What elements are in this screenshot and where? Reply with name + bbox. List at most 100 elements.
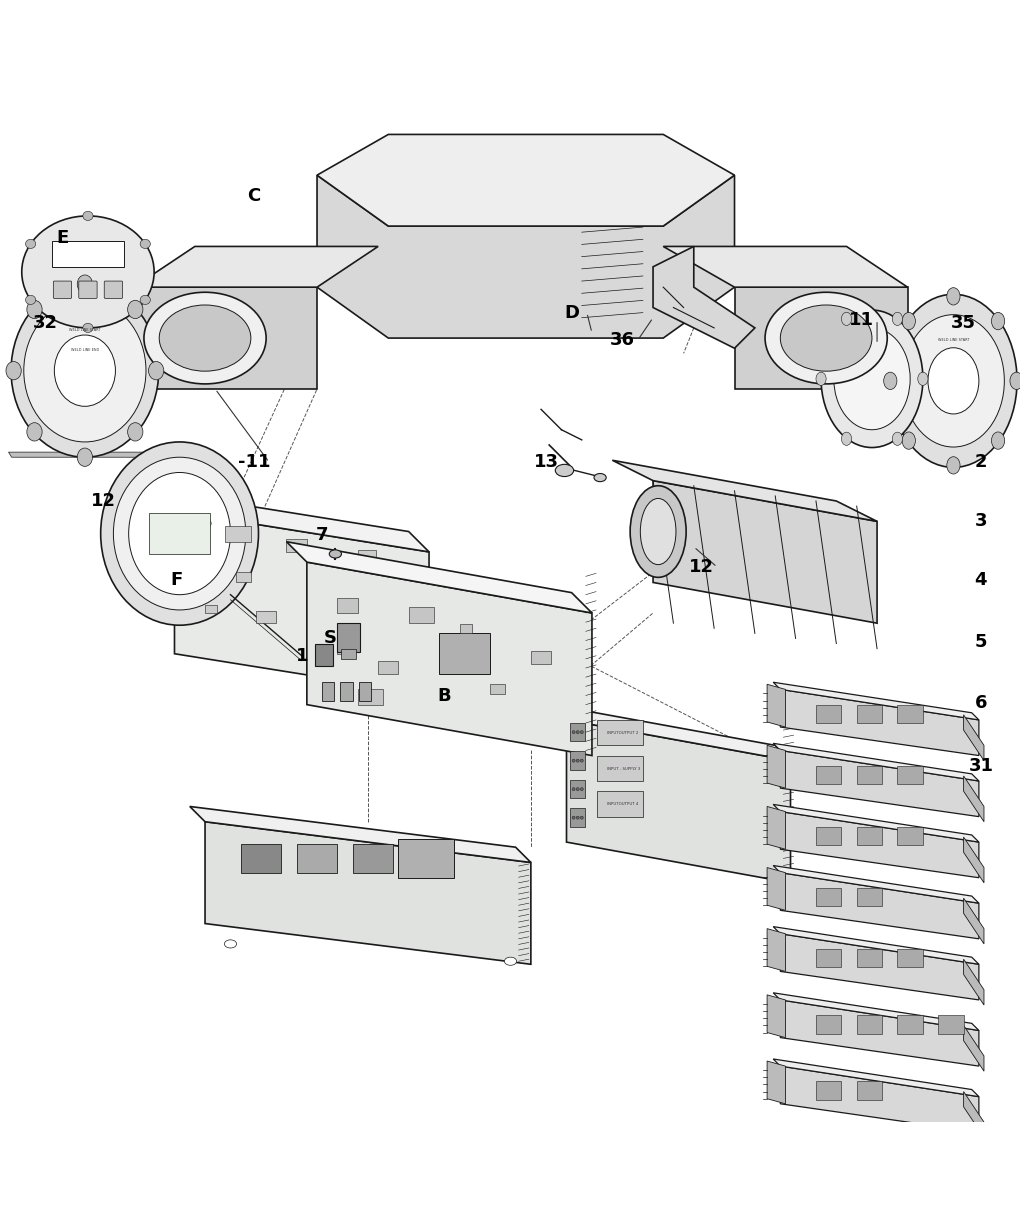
Ellipse shape: [101, 441, 258, 625]
FancyBboxPatch shape: [205, 604, 217, 613]
Ellipse shape: [54, 335, 115, 406]
FancyBboxPatch shape: [439, 634, 490, 674]
Ellipse shape: [83, 324, 93, 332]
Text: S: S: [324, 629, 337, 647]
Text: 3: 3: [975, 512, 987, 531]
Ellipse shape: [26, 295, 36, 304]
Ellipse shape: [946, 288, 960, 305]
Ellipse shape: [11, 284, 158, 457]
Text: WELD LINE START: WELD LINE START: [937, 338, 969, 342]
Text: 13: 13: [534, 454, 558, 471]
Ellipse shape: [78, 447, 93, 466]
Ellipse shape: [199, 519, 211, 528]
Polygon shape: [964, 715, 984, 760]
Polygon shape: [773, 682, 979, 720]
Text: E: E: [56, 229, 68, 248]
Polygon shape: [773, 1059, 979, 1096]
FancyBboxPatch shape: [816, 1081, 841, 1100]
Polygon shape: [780, 812, 979, 878]
Polygon shape: [134, 287, 318, 389]
FancyBboxPatch shape: [857, 1015, 882, 1034]
FancyBboxPatch shape: [241, 845, 282, 873]
Ellipse shape: [903, 432, 916, 449]
Text: B: B: [438, 688, 451, 705]
FancyBboxPatch shape: [226, 526, 251, 542]
Polygon shape: [964, 1025, 984, 1072]
FancyBboxPatch shape: [857, 888, 882, 906]
Ellipse shape: [594, 473, 606, 482]
Ellipse shape: [841, 432, 852, 445]
FancyBboxPatch shape: [256, 611, 277, 623]
FancyBboxPatch shape: [340, 682, 352, 700]
Polygon shape: [780, 689, 979, 755]
Polygon shape: [767, 994, 785, 1037]
Polygon shape: [773, 993, 979, 1031]
FancyBboxPatch shape: [337, 644, 352, 653]
FancyBboxPatch shape: [398, 839, 454, 878]
Ellipse shape: [576, 817, 579, 819]
Text: 4: 4: [975, 571, 987, 590]
Ellipse shape: [580, 759, 583, 763]
Polygon shape: [767, 745, 785, 788]
FancyBboxPatch shape: [297, 845, 337, 873]
Text: INPUT - SUPPLY 3: INPUT - SUPPLY 3: [607, 766, 640, 771]
Ellipse shape: [576, 787, 579, 791]
Ellipse shape: [1010, 373, 1021, 390]
Ellipse shape: [572, 787, 575, 791]
FancyBboxPatch shape: [570, 780, 585, 798]
Polygon shape: [780, 1000, 979, 1067]
FancyBboxPatch shape: [897, 949, 923, 967]
Polygon shape: [134, 246, 378, 287]
Ellipse shape: [946, 457, 960, 474]
FancyBboxPatch shape: [531, 651, 551, 664]
Text: INPUTOUTPUT 4: INPUTOUTPUT 4: [607, 803, 638, 807]
FancyBboxPatch shape: [897, 705, 923, 723]
FancyBboxPatch shape: [236, 573, 251, 582]
Ellipse shape: [27, 423, 42, 441]
Ellipse shape: [928, 348, 979, 414]
FancyBboxPatch shape: [897, 1015, 923, 1034]
FancyBboxPatch shape: [857, 826, 882, 845]
Polygon shape: [664, 246, 908, 287]
Text: 5: 5: [975, 633, 987, 651]
Text: 32: 32: [33, 314, 57, 332]
FancyBboxPatch shape: [897, 826, 923, 845]
FancyBboxPatch shape: [323, 682, 334, 700]
Polygon shape: [767, 868, 785, 911]
Ellipse shape: [148, 362, 163, 380]
Polygon shape: [964, 1091, 984, 1138]
Text: 35: 35: [952, 314, 976, 332]
Ellipse shape: [884, 373, 896, 390]
Ellipse shape: [576, 759, 579, 763]
Text: 2: 2: [975, 454, 987, 471]
Polygon shape: [773, 743, 979, 781]
Ellipse shape: [555, 465, 574, 477]
Polygon shape: [780, 750, 979, 817]
Ellipse shape: [991, 432, 1005, 449]
FancyBboxPatch shape: [816, 766, 841, 785]
FancyBboxPatch shape: [337, 623, 359, 652]
FancyBboxPatch shape: [857, 766, 882, 785]
Ellipse shape: [159, 305, 251, 371]
FancyBboxPatch shape: [337, 603, 352, 613]
Polygon shape: [773, 927, 979, 965]
Ellipse shape: [572, 759, 575, 763]
Ellipse shape: [580, 731, 583, 733]
Polygon shape: [773, 866, 979, 904]
Ellipse shape: [780, 305, 872, 371]
Polygon shape: [190, 807, 531, 862]
FancyBboxPatch shape: [597, 791, 643, 817]
Text: 6: 6: [975, 694, 987, 711]
Text: 31: 31: [969, 756, 993, 775]
FancyBboxPatch shape: [315, 644, 333, 666]
Text: 36: 36: [610, 331, 635, 349]
FancyBboxPatch shape: [307, 577, 332, 592]
Ellipse shape: [816, 373, 826, 385]
Ellipse shape: [140, 295, 150, 304]
FancyBboxPatch shape: [357, 550, 376, 562]
Ellipse shape: [504, 958, 517, 965]
Text: WELD LINE END: WELD LINE END: [70, 348, 99, 352]
Ellipse shape: [21, 216, 154, 327]
Ellipse shape: [640, 499, 676, 565]
FancyBboxPatch shape: [341, 649, 355, 658]
